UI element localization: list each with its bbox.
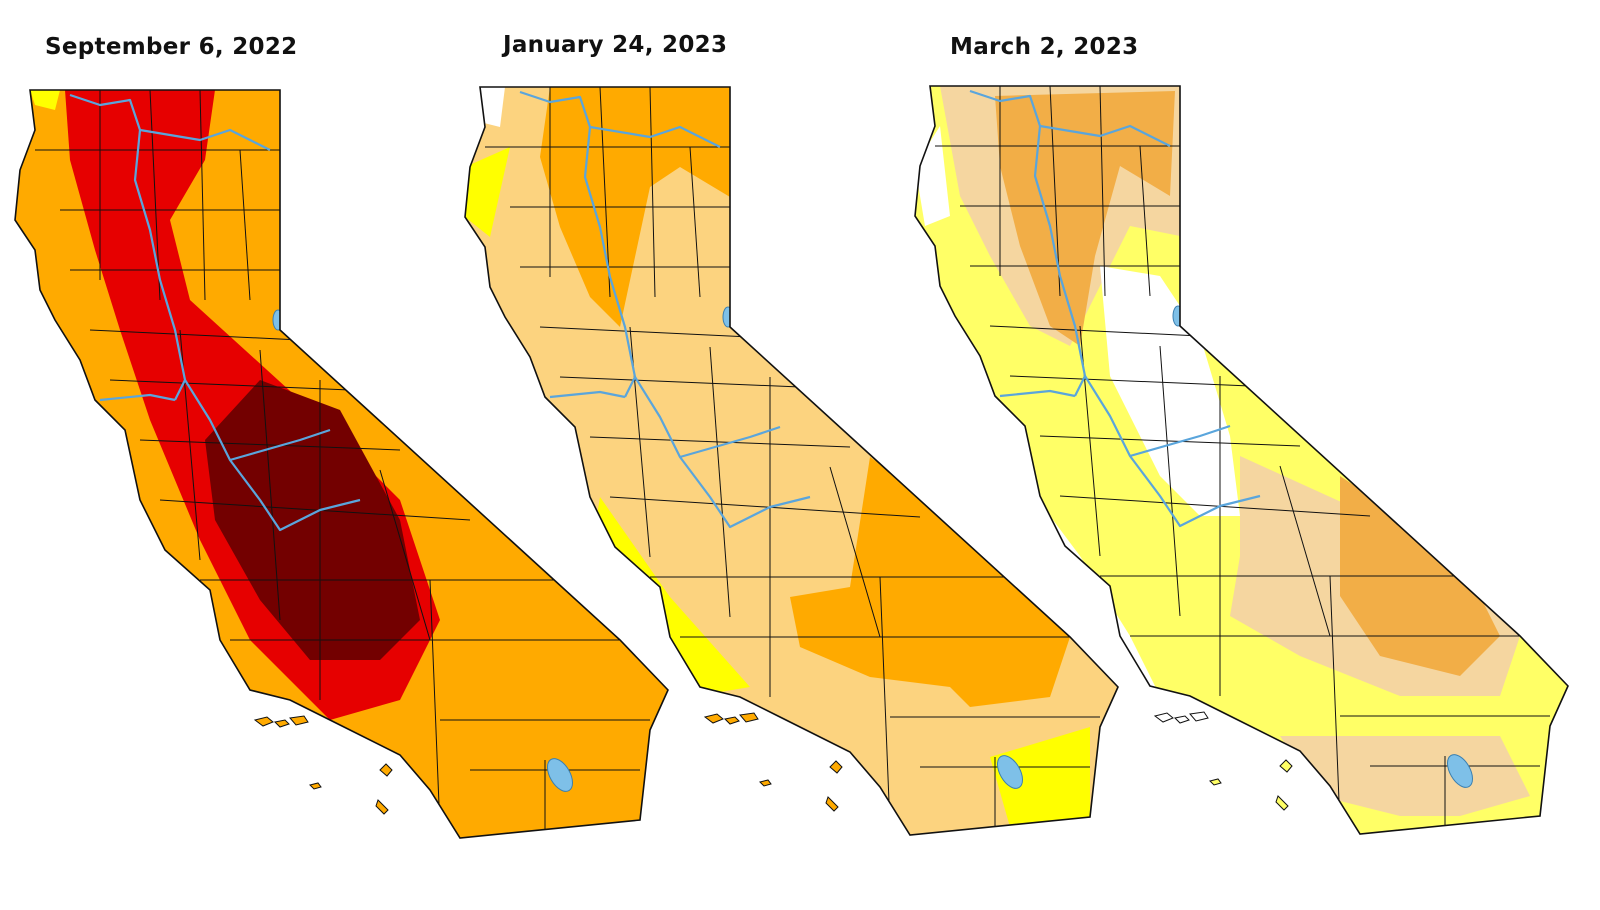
d4-exceptional-area	[205, 380, 420, 660]
panel-title-sep-2022: September 6, 2022	[45, 34, 298, 60]
d2-severe-south	[790, 457, 1070, 707]
d0-dry-coast	[465, 147, 510, 237]
panel-title-jan-2023: January 24, 2023	[503, 32, 728, 58]
no-drought-central	[1100, 266, 1240, 516]
panel-title-mar-2023: March 2, 2023	[950, 34, 1139, 60]
d2-severe-north	[995, 91, 1175, 346]
